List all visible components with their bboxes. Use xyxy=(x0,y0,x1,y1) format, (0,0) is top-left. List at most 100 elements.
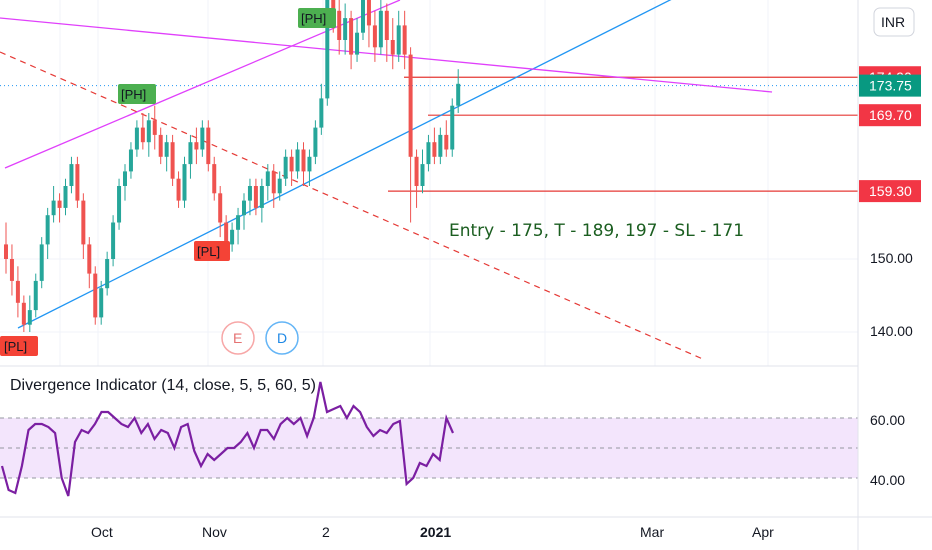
indicator-tick-40: 40.00 xyxy=(870,472,905,488)
currency-button[interactable] xyxy=(873,7,915,37)
candle-body xyxy=(396,25,401,55)
candle-body xyxy=(307,156,312,172)
candle-body xyxy=(384,10,389,41)
candle-body xyxy=(39,244,44,281)
candle-body xyxy=(27,310,32,325)
support-trendline xyxy=(17,0,672,329)
candle-body xyxy=(93,273,98,318)
svg-text:[PH]: [PH] xyxy=(301,11,326,26)
candle-body xyxy=(9,259,14,281)
candle-body xyxy=(117,186,122,223)
last-price-badge-text: 173.75 xyxy=(869,78,912,94)
indicator-title: Divergence Indicator (14, close, 5, 5, 6… xyxy=(10,377,316,394)
svg-text:D: D xyxy=(277,330,287,346)
candle-body xyxy=(188,142,193,165)
candle-body xyxy=(87,244,92,274)
candle-body xyxy=(236,215,241,230)
divergence-series xyxy=(0,381,455,497)
candle-body xyxy=(224,222,229,245)
events-button[interactable]: E xyxy=(221,321,255,355)
candle-body xyxy=(361,0,365,33)
candle-body xyxy=(128,149,133,172)
resistance-trendline xyxy=(0,17,773,93)
candle-body xyxy=(372,25,377,48)
candle-body xyxy=(277,178,282,194)
time-label-oct: Oct xyxy=(91,524,113,540)
pivot-low-1: [PL] xyxy=(194,241,230,261)
currency-label: INR xyxy=(881,14,905,30)
candle-body xyxy=(146,120,151,143)
candle-body xyxy=(218,193,223,223)
candle-body xyxy=(301,149,306,172)
time-label-nov: Nov xyxy=(202,524,227,540)
level-badge-text-2: 169.70 xyxy=(869,107,912,123)
candle-body xyxy=(63,186,68,208)
candle-body xyxy=(45,215,50,245)
candle-body xyxy=(4,244,8,259)
candle-body xyxy=(51,200,56,216)
candle-body xyxy=(390,40,395,55)
candle-body xyxy=(158,134,163,157)
candle-body xyxy=(134,127,139,150)
candle-body xyxy=(212,164,217,194)
time-label-2021: 2021 xyxy=(420,524,451,540)
candle-body xyxy=(331,0,336,11)
candle-body xyxy=(81,200,86,245)
svg-text:[PL]: [PL] xyxy=(4,339,27,354)
candle-body xyxy=(355,32,360,55)
candle-body xyxy=(182,164,187,201)
main-grid xyxy=(0,0,858,366)
candle-body xyxy=(69,164,74,186)
candle-body xyxy=(402,25,407,55)
candle-body xyxy=(253,186,258,208)
candle-body xyxy=(105,259,110,289)
pivot-high-2: [PH] xyxy=(298,8,336,28)
pivot-low-2: [PL] xyxy=(0,336,38,356)
candle-body xyxy=(438,134,443,157)
candle-body xyxy=(378,10,383,48)
candle-body xyxy=(75,164,80,201)
trade-annotation: Entry - 175, T - 189, 197 - SL - 171 xyxy=(449,221,744,241)
horizontal-levels xyxy=(0,76,858,192)
last-price-badge xyxy=(859,74,921,97)
svg-text:E: E xyxy=(233,330,242,346)
candle-body xyxy=(426,142,431,165)
candle-body xyxy=(152,120,157,135)
candle-body xyxy=(247,186,252,201)
svg-text:[PH]: [PH] xyxy=(121,87,146,102)
time-label-2: 2 xyxy=(322,524,330,540)
candle-body xyxy=(259,186,264,208)
candle-body xyxy=(57,200,62,208)
candle-body xyxy=(343,18,348,40)
candle-body xyxy=(265,171,270,186)
price-tick-150: 150.00 xyxy=(870,250,913,266)
candle-body xyxy=(432,142,437,157)
candle-body xyxy=(283,156,288,179)
indicator-tick-60: 60.00 xyxy=(870,412,905,428)
candles xyxy=(4,0,461,332)
time-label-apr: Apr xyxy=(752,524,774,540)
candle-body xyxy=(15,280,20,303)
candle-body xyxy=(289,156,294,172)
svg-text:[PL]: [PL] xyxy=(197,244,220,259)
candle-body xyxy=(313,127,318,157)
candle-body xyxy=(456,83,461,106)
candle-body xyxy=(349,18,354,55)
candle-body xyxy=(242,200,246,216)
candle-body xyxy=(450,105,455,150)
price-tick-140: 140.00 xyxy=(870,323,913,339)
candle-body xyxy=(200,127,205,150)
candle-body xyxy=(111,222,116,259)
candle-body xyxy=(319,98,324,128)
candle-body xyxy=(99,288,104,318)
candle-body xyxy=(206,127,211,165)
dividends-button[interactable]: D xyxy=(265,321,299,355)
candle-body xyxy=(176,178,181,201)
candle-body xyxy=(170,142,175,179)
candle-body xyxy=(295,149,300,172)
level-badge-text-3: 159.30 xyxy=(869,183,912,199)
dashed-downtrend xyxy=(0,51,706,361)
candle-body xyxy=(444,134,449,150)
candle-body xyxy=(164,142,169,157)
